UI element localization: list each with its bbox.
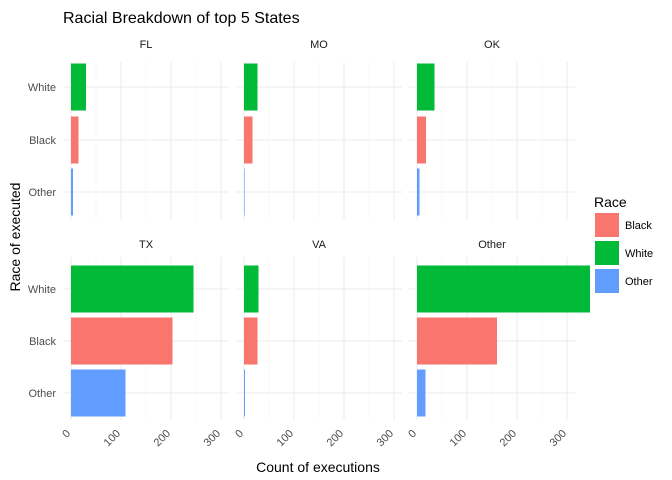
bar-tx-other [71,369,126,417]
facet-panels: FL White Black Other MO OK TX White Black Other 0 1… [28,39,590,449]
bar-ok-white [417,63,435,111]
bar-other-black [417,317,497,365]
legend-swatch-white [595,241,619,265]
bar-mo-black [244,116,253,164]
legend-label-black: Black [625,220,652,232]
y-tick-label: White [28,284,56,296]
x-tick-label: 300 [548,428,569,449]
x-tick-label: 200 [325,428,346,449]
facet-label-va: VA [312,239,327,251]
bar-mo-white [244,63,258,111]
bar-fl-black [71,116,79,164]
y-tick-label: White [28,82,56,94]
x-tick-label: 300 [202,428,223,449]
bar-ok-other [417,168,420,216]
y-tick-label: Black [29,336,56,348]
facet-label-mo: MO [310,39,328,51]
y-tick-label: Black [29,135,56,147]
x-tick-label: 100 [448,428,469,449]
x-tick-label: 0 [406,428,419,441]
y-tick-label: Other [28,388,56,400]
x-tick-label: 0 [60,428,73,441]
legend-swatch-black [595,213,619,237]
x-tick-label: 100 [275,428,296,449]
panel-ok: OK [409,39,575,220]
legend-title: Race [594,194,627,210]
legend-label-white: White [625,248,653,260]
bar-tx-black [71,317,173,365]
x-tick-label: 300 [375,428,396,449]
bar-mo-other [244,168,245,216]
bar-tx-white [71,265,194,313]
y-axis-title: Race of executed [7,183,23,292]
x-tick-label: 200 [152,428,173,449]
legend-label-other: Other [625,276,653,288]
bar-fl-other [71,168,73,216]
panel-other: Other 0 100 200 300 [406,239,590,449]
bar-va-black [244,317,258,365]
legend: Race Black White Other [594,194,653,293]
bar-other-white [417,265,590,313]
y-tick-label: Other [28,187,56,199]
x-axis-title: Count of executions [256,459,380,475]
bar-va-white [244,265,259,313]
panel-fl: FL White Black Other [28,39,229,220]
facet-label-tx: TX [139,239,154,251]
facet-label-ok: OK [484,39,501,51]
chart-title: Racial Breakdown of top 5 States [63,10,300,27]
x-tick-label: 100 [102,428,123,449]
bar-ok-black [417,116,426,164]
facet-label-other: Other [478,239,506,251]
x-tick-label: 0 [233,428,246,441]
facet-label-fl: FL [140,39,153,51]
panel-va: VA 0 100 200 300 [233,239,402,449]
legend-swatch-other [595,269,619,293]
bar-other-other [417,369,426,417]
x-tick-label: 200 [498,428,519,449]
bar-va-other [244,369,245,417]
panel-mo: MO [236,39,402,220]
panel-tx: TX White Black Other 0 100 200 300 [28,239,229,449]
bar-fl-white [71,63,86,111]
